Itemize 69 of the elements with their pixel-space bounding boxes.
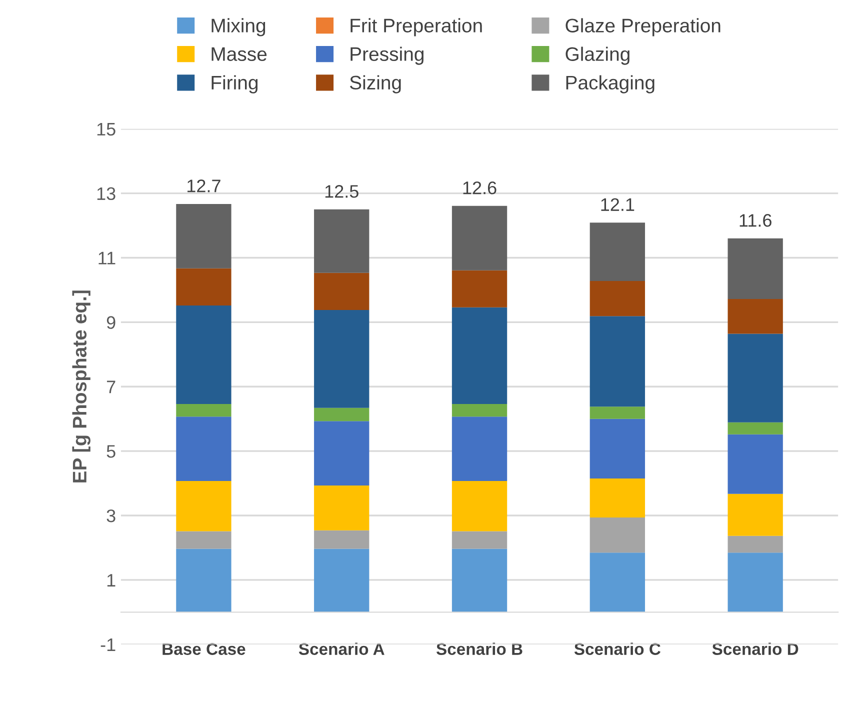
y-tick-label: 7 [106, 380, 116, 394]
bar [452, 270, 508, 308]
bar [728, 552, 783, 612]
total-label: 11.6 [740, 214, 772, 227]
bar [728, 536, 783, 553]
legend-label: Frit Preperation [350, 18, 482, 36]
bar [590, 552, 646, 612]
total-label: 12.7 [188, 180, 220, 192]
bar [728, 434, 783, 494]
bar [590, 280, 646, 316]
y-tick-label: 1 [107, 574, 116, 586]
bar [314, 548, 370, 612]
bar [176, 481, 232, 532]
y-axis-title: EP [g Phosphate eq.] [72, 290, 90, 482]
bar [452, 307, 508, 404]
bar [314, 209, 370, 273]
y-tick-label: -1 [100, 638, 116, 651]
y-tick-label: 15 [97, 123, 116, 136]
total-label: 12.6 [463, 181, 496, 194]
bar [452, 404, 508, 417]
bar [590, 316, 646, 407]
bar [176, 305, 232, 404]
bar [314, 421, 370, 486]
x-tick-label: Base Case [162, 643, 246, 655]
total-label: 12.5 [325, 185, 358, 198]
total-label: 12.1 [601, 198, 634, 211]
legend-label: Mixing [212, 18, 266, 36]
bar [452, 531, 508, 549]
y-tick-label: 9 [106, 316, 116, 329]
bar [728, 494, 783, 536]
y-tick-label: 5 [106, 445, 116, 458]
bar [176, 416, 232, 482]
y-tick-label: 3 [106, 509, 116, 522]
legend-label: Masse [212, 47, 267, 62]
bar [176, 548, 232, 612]
bar [176, 531, 232, 549]
bar [728, 422, 783, 434]
bar [314, 310, 370, 408]
legend-label: Firing [212, 75, 258, 94]
legend-label: Packaging [566, 75, 654, 94]
bar [314, 530, 370, 549]
y-tick-label: 11 [98, 252, 116, 264]
bar [728, 334, 783, 422]
x-tick-label: Scenario A [298, 642, 384, 655]
bar [590, 478, 646, 518]
bar [590, 222, 646, 281]
bar [452, 206, 508, 270]
legend-label: Pressing [350, 46, 424, 65]
bar [314, 486, 370, 530]
x-tick-label: Scenario B [436, 642, 522, 655]
y-tick-label: 13 [97, 187, 116, 200]
bar [452, 416, 508, 482]
bar [590, 406, 646, 419]
x-tick-label: Scenario C [574, 642, 661, 655]
bar [590, 418, 646, 478]
bar [176, 268, 232, 306]
bar [314, 272, 370, 310]
x-tick-label: Scenario D [712, 642, 798, 655]
legend-label: Glaze Preperation [566, 18, 720, 36]
legend-label: Sizing [350, 75, 401, 94]
bar [728, 238, 783, 299]
bar [590, 517, 646, 553]
bar [452, 481, 508, 532]
bar [176, 204, 232, 268]
bar [176, 404, 232, 417]
bar [728, 299, 783, 334]
bar [314, 408, 370, 422]
legend-label: Glazing [566, 46, 630, 65]
bar [452, 548, 508, 612]
